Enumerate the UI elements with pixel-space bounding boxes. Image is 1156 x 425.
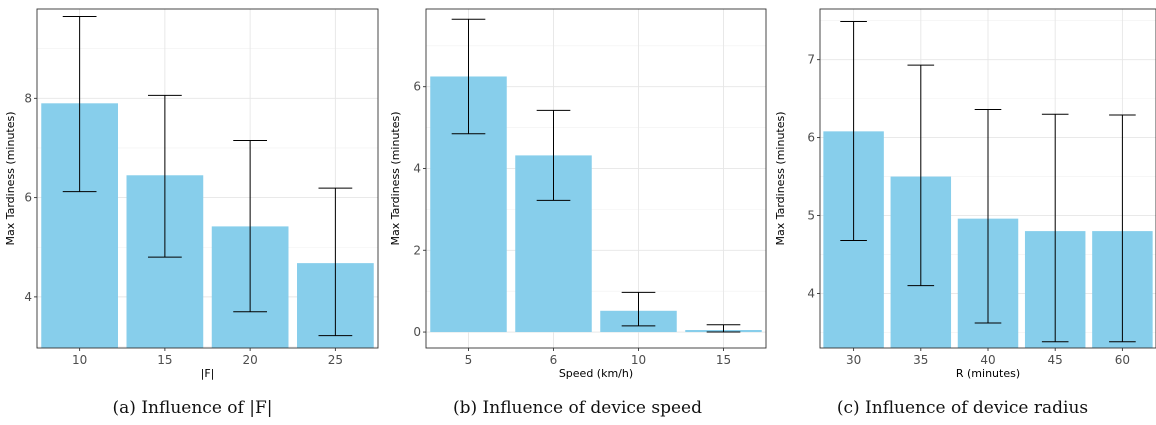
x-tick-label: 45	[1048, 353, 1063, 367]
error-bar-40	[974, 109, 1002, 324]
y-tick-label: 8	[24, 91, 32, 105]
error-bar-15	[706, 324, 741, 333]
error-bar-15	[147, 94, 182, 258]
error-bar-6	[536, 109, 571, 201]
x-tick-label: 40	[980, 353, 995, 367]
y-axis-label: Max Tardiness (minutes)	[389, 111, 402, 245]
panel-tardiness-vs-speed: 0 2 4 6 5 6 10 15 Speed (km/h) Max Tardiness (min…	[385, 0, 770, 425]
y-tick-label: 5	[807, 209, 815, 223]
error-bar-45	[1041, 113, 1069, 343]
caption-a: (a) Influence of |F|	[112, 398, 273, 418]
x-axis-label: Speed (km/h)	[559, 367, 633, 380]
caption-b: (b) Influence of device speed	[452, 398, 702, 418]
x-tick-label: 15	[157, 353, 172, 367]
y-tick-label: 6	[413, 80, 421, 94]
caption-c: (c) Influence of device radius	[836, 398, 1089, 418]
x-tick-label: 25	[328, 353, 343, 367]
x-axis-label: |F|	[201, 367, 215, 380]
error-bar-35	[907, 64, 935, 287]
panel-tardiness-vs-f: 4 6 8 10 15 20 25 |F| Max Tardiness (minutes) (a…	[0, 0, 385, 425]
y-axis-label: Max Tardiness (minutes)	[4, 111, 17, 245]
error-bar-10	[62, 15, 97, 193]
x-tick-label: 5	[465, 353, 473, 367]
error-bar-30	[840, 20, 867, 241]
y-tick-label: 2	[413, 243, 421, 257]
x-tick-label: 10	[72, 353, 87, 367]
panel-tardiness-vs-radius: 4 5 6 7 30 35 40 45 60 R (minutes) Max Tardiness (…	[770, 0, 1156, 425]
y-tick-label: 4	[807, 286, 815, 300]
error-bar-60	[1109, 114, 1136, 343]
panel-border	[36, 8, 379, 349]
error-bar-20	[233, 140, 268, 313]
x-tick-label: 30	[846, 353, 861, 367]
error-bar-5	[451, 18, 486, 135]
x-tick-label: 15	[716, 353, 731, 367]
x-tick-label: 6	[550, 353, 558, 367]
y-tick-label: 7	[807, 53, 815, 67]
x-tick-label: 20	[242, 353, 257, 367]
error-bar-25	[318, 187, 353, 337]
y-tick-label: 4	[24, 290, 32, 304]
chart-tardiness-vs-speed: 0 2 4 6 5 6 10 15 Speed (km/h) Max Tardiness (min…	[389, 8, 767, 380]
error-bar-10	[621, 291, 656, 327]
chart-tardiness-vs-f: 4 6 8 10 15 20 25 |F| Max Tardiness (minutes)	[4, 8, 379, 380]
x-tick-label: 60	[1115, 353, 1130, 367]
panel-border	[425, 8, 767, 349]
y-axis-label: Max Tardiness (minutes)	[774, 111, 787, 245]
y-tick-label: 6	[807, 131, 815, 145]
x-tick-label: 35	[913, 353, 928, 367]
y-tick-label: 4	[413, 161, 421, 175]
y-tick-label: 6	[24, 191, 32, 205]
x-axis-label: R (minutes)	[956, 367, 1020, 380]
y-tick-label: 0	[413, 325, 421, 339]
x-tick-label: 10	[631, 353, 646, 367]
